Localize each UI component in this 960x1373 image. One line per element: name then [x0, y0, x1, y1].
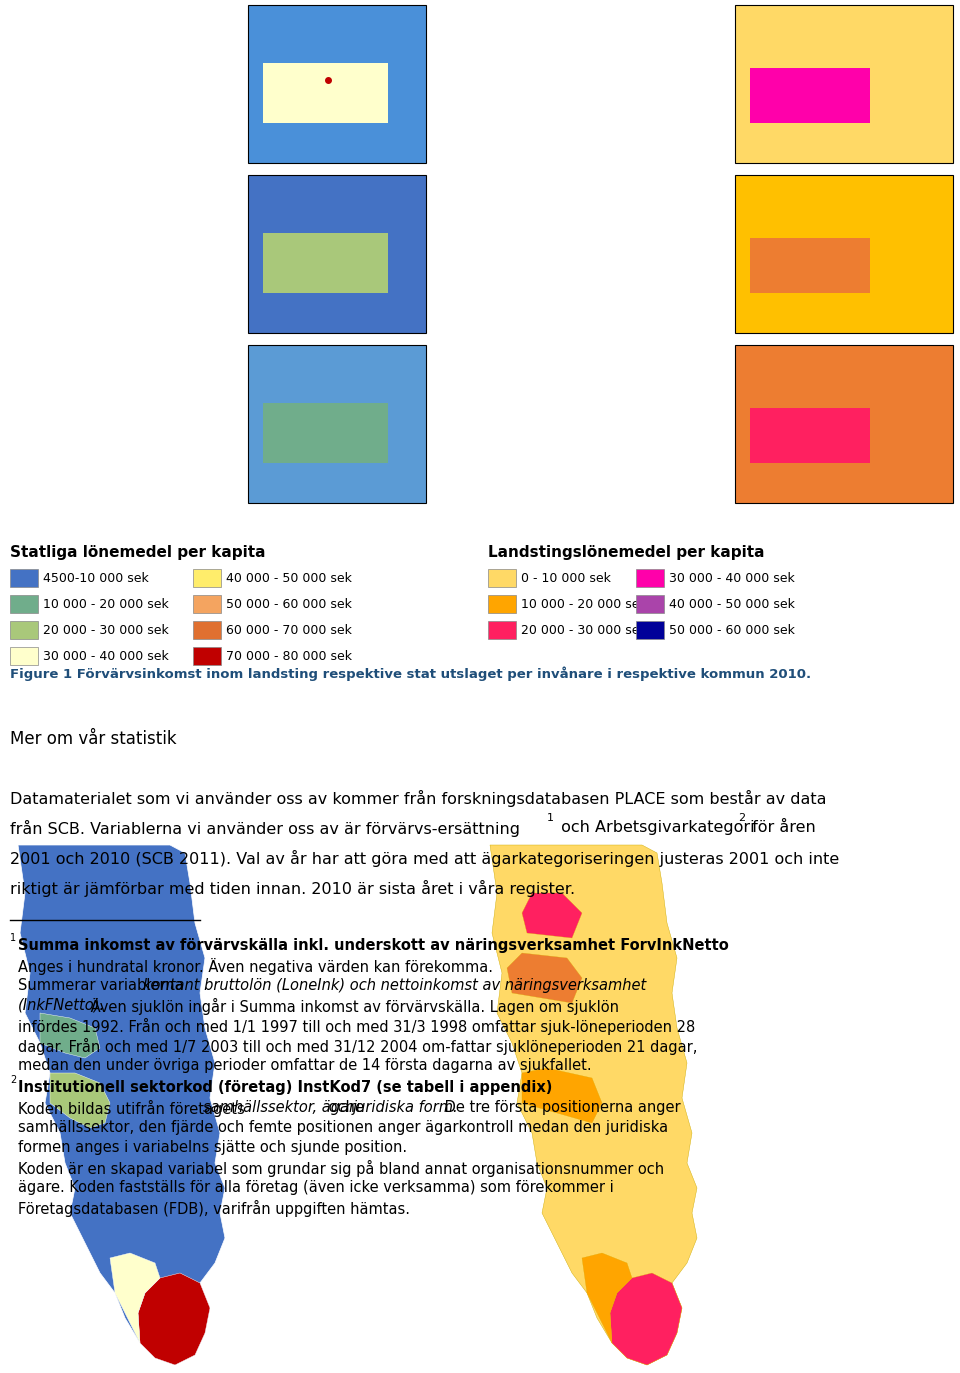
Text: Koden bildas utifrån företagets: Koden bildas utifrån företagets [18, 1100, 250, 1118]
Text: samhällssektor, den fjärde och femte positionen anger ägarkontroll medan den jur: samhällssektor, den fjärde och femte pos… [18, 1120, 668, 1135]
Text: samhällssektor, ägare: samhällssektor, ägare [203, 1100, 364, 1115]
Text: 2: 2 [10, 1075, 16, 1085]
Text: 10 000 - 20 000 sek: 10 000 - 20 000 sek [43, 597, 169, 611]
Text: Institutionell sektorkod (företag) InstKod7 (se tabell i appendix): Institutionell sektorkod (företag) InstK… [18, 1081, 552, 1096]
Bar [488, 595, 516, 612]
Text: och: och [324, 1100, 360, 1115]
Polygon shape [522, 892, 582, 938]
Text: och Arbetsgivarkategori: och Arbetsgivarkategori [556, 820, 755, 835]
Bar [10, 595, 38, 612]
Bar [750, 69, 870, 124]
Text: Landstingslönemedel per kapita: Landstingslönemedel per kapita [488, 545, 764, 560]
Text: kontant bruttolön (LoneInk) och nettoinkomst av näringsverksamhet: kontant bruttolön (LoneInk) och nettoink… [143, 978, 646, 993]
Polygon shape [50, 1074, 110, 1129]
Bar [248, 174, 426, 334]
Bar [248, 5, 426, 163]
Text: Figure 1 Förvärvsinkomst inom landsting respektive stat utslaget per invånare i : Figure 1 Förvärvsinkomst inom landsting … [10, 666, 811, 681]
Bar [193, 621, 221, 638]
Text: dagar. Från och med 1/7 2003 till och med 31/12 2004 om-fattar sjuklöneperioden : dagar. Från och med 1/7 2003 till och me… [18, 1038, 697, 1054]
Text: (InkFNetto).: (InkFNetto). [18, 998, 106, 1013]
Bar [10, 647, 38, 665]
Bar [488, 568, 516, 588]
Text: infördes 1992. Från och med 1/1 1997 till och med 31/3 1998 omfattar sjuk-lönepe: infördes 1992. Från och med 1/1 1997 til… [18, 1017, 695, 1035]
Text: Även sjuklön ingår i Summa inkomst av förvärvskälla. Lagen om sjuklön: Även sjuklön ingår i Summa inkomst av fö… [86, 998, 619, 1015]
Bar [193, 568, 221, 588]
Polygon shape [507, 953, 582, 1004]
Text: 70 000 - 80 000 sek: 70 000 - 80 000 sek [226, 649, 352, 663]
Bar [636, 621, 664, 638]
Text: De tre första positionerna anger: De tre första positionerna anger [440, 1100, 681, 1115]
Polygon shape [40, 1013, 100, 1059]
Bar [735, 174, 953, 334]
Polygon shape [582, 1254, 632, 1343]
Text: 40 000 - 50 000 sek: 40 000 - 50 000 sek [669, 597, 795, 611]
Polygon shape [490, 844, 697, 1365]
Bar [636, 568, 664, 588]
Bar [750, 408, 870, 463]
Text: Summa inkomst av förvärvskälla inkl. underskott av näringsverksamhet ForvInkNett: Summa inkomst av förvärvskälla inkl. und… [18, 938, 729, 953]
Text: 40 000 - 50 000 sek: 40 000 - 50 000 sek [226, 571, 352, 585]
Text: 20 000 - 30 000 sek: 20 000 - 30 000 sek [43, 623, 169, 637]
Text: från SCB. Variablerna vi använder oss av är förvärvs­ersättning: från SCB. Variablerna vi använder oss av… [10, 820, 520, 838]
Text: 1: 1 [547, 813, 554, 822]
Text: 0 - 10 000 sek: 0 - 10 000 sek [521, 571, 611, 585]
Bar [263, 404, 388, 463]
Text: 2001 och 2010 (SCB 2011). Val av år har att göra med att ägarkategoriseringen ju: 2001 och 2010 (SCB 2011). Val av år har … [10, 850, 839, 866]
Text: Koden är en skapad variabel som grundar sig på bland annat organisationsnummer o: Koden är en skapad variabel som grundar … [18, 1160, 664, 1177]
Text: för åren: för åren [747, 820, 816, 835]
Text: 2: 2 [738, 813, 745, 822]
Bar [735, 5, 953, 163]
Bar [488, 621, 516, 638]
Text: 20 000 - 30 000 sek: 20 000 - 30 000 sek [521, 623, 647, 637]
Text: Summerar variablerna: Summerar variablerna [18, 978, 188, 993]
Text: Statliga lönemedel per kapita: Statliga lönemedel per kapita [10, 545, 266, 560]
Bar [10, 568, 38, 588]
Text: 10 000 - 20 000 sek: 10 000 - 20 000 sek [521, 597, 647, 611]
Bar [263, 63, 388, 124]
Text: riktigt är jämförbar med tiden innan. 2010 är sista året i våra register.: riktigt är jämförbar med tiden innan. 20… [10, 880, 575, 897]
Polygon shape [138, 1273, 210, 1365]
Polygon shape [610, 1273, 682, 1365]
Text: formen anges i variabelns sjätte och sjunde position.: formen anges i variabelns sjätte och sju… [18, 1140, 407, 1155]
Text: 1: 1 [10, 934, 16, 943]
Text: 4500-10 000 sek: 4500-10 000 sek [43, 571, 149, 585]
Text: ägare. Koden fastställs för alla företag (även icke verksamma) som förekommer i: ägare. Koden fastställs för alla företag… [18, 1179, 613, 1195]
Bar [636, 595, 664, 612]
Text: Företagsdatabasen (FDB), varifrån uppgiften hämtas.: Företagsdatabasen (FDB), varifrån uppgif… [18, 1200, 410, 1216]
Bar [750, 238, 870, 292]
Text: Anges i hundratal kronor. Även negativa värden kan förekomma.: Anges i hundratal kronor. Även negativa … [18, 958, 493, 975]
Polygon shape [522, 1068, 602, 1123]
Text: 30 000 - 40 000 sek: 30 000 - 40 000 sek [669, 571, 795, 585]
Bar [193, 647, 221, 665]
Text: medan den under övriga perioder omfattar de 14 första dagarna av sjukfallet.: medan den under övriga perioder omfattar… [18, 1059, 591, 1074]
Text: 30 000 - 40 000 sek: 30 000 - 40 000 sek [43, 649, 169, 663]
Polygon shape [110, 1254, 160, 1343]
Bar [248, 345, 426, 503]
Polygon shape [18, 844, 225, 1365]
Bar [735, 345, 953, 503]
Text: juridiska form.: juridiska form. [353, 1100, 459, 1115]
Text: Mer om vår statistik: Mer om vår statistik [10, 730, 177, 748]
Text: Datamaterialet som vi använder oss av kommer från forskningsdatabasen PLACE som : Datamaterialet som vi använder oss av ko… [10, 789, 827, 807]
Bar [193, 595, 221, 612]
Text: 50 000 - 60 000 sek: 50 000 - 60 000 sek [226, 597, 352, 611]
Bar [263, 233, 388, 292]
Text: 60 000 - 70 000 sek: 60 000 - 70 000 sek [226, 623, 352, 637]
Text: 50 000 - 60 000 sek: 50 000 - 60 000 sek [669, 623, 795, 637]
Bar [10, 621, 38, 638]
